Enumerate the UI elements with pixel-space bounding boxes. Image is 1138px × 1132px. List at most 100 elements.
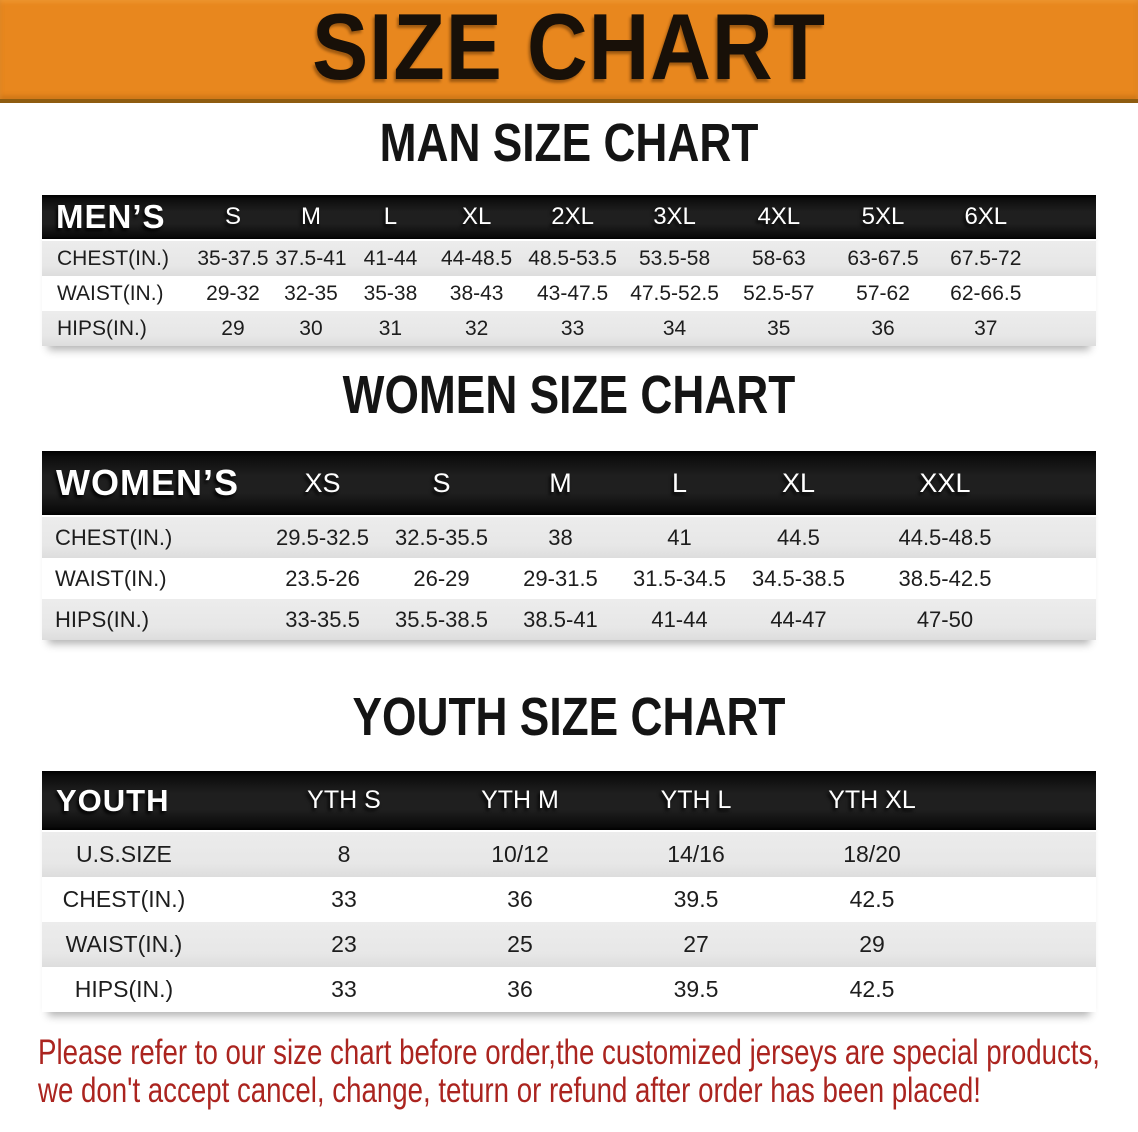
table-corner-label: MEN’S [42, 195, 194, 241]
size-cell: 39.5 [673, 976, 719, 1002]
size-cell: 41-44 [619, 599, 739, 640]
size-cell: 29 [784, 922, 961, 967]
page-title: SIZE CHART [312, 0, 826, 99]
size-cell: 58-63 [726, 241, 832, 276]
size-cell: 38-43 [449, 281, 504, 305]
column-header: 2XL [522, 195, 623, 241]
row-spacer-cell [1032, 558, 1096, 599]
size-cell: 33-35.5 [263, 599, 383, 640]
banner: SIZE CHART [0, 0, 1138, 103]
table-row: CHEST(IN.) 29.5-32.5 32.5-35.5 38 41 44.5 44.5… [42, 517, 1096, 558]
column-header: YTH XL [784, 771, 961, 832]
header-row: WOMEN’S XS S M L XL XXL [42, 451, 1096, 517]
size-cell: 44-48.5 [430, 241, 523, 276]
size-cell: 25 [431, 922, 608, 967]
table-corner-label: WOMEN’S [42, 451, 264, 517]
size-cell: 29.5-32.5 [263, 517, 383, 558]
column-header: YTH M [431, 771, 608, 832]
row-label: CHEST(IN.) [62, 886, 186, 912]
size-cell: 32.5-35.5 [382, 517, 501, 558]
size-cell: 8 [255, 832, 432, 877]
size-cell: 35 [726, 311, 832, 346]
notice-line-2: we don't accept cancel, change, teturn o… [38, 1071, 981, 1110]
size-cell: 30 [271, 311, 350, 346]
size-cell: 29 [193, 311, 272, 346]
size-cell: 57-62 [856, 281, 910, 305]
size-cell: 63-67.5 [831, 241, 935, 276]
size-cell: 52.5-57 [743, 281, 815, 305]
header-spacer-cell [960, 771, 1096, 832]
row-spacer-cell [960, 832, 1096, 877]
column-header: 5XL [831, 195, 935, 241]
size-cell: 18/20 [784, 832, 961, 877]
size-cell: 48.5-53.5 [522, 241, 623, 276]
table-row: HIPS(IN.) 29 30 31 32 33 34 35 36 37 [42, 311, 1096, 346]
row-spacer-cell [1037, 276, 1096, 311]
row-label: WAIST(IN.) [42, 922, 256, 967]
size-cell: 34.5-38.5 [751, 565, 845, 591]
size-cell: 34 [622, 311, 727, 346]
size-cell: 38.5-41 [501, 599, 620, 640]
table-row: HIPS(IN.) 33-35.5 35.5-38.5 38.5-41 41-44 44-… [42, 599, 1096, 640]
size-cell: 31.5-34.5 [632, 565, 726, 591]
size-cell: 41-44 [349, 241, 431, 276]
column-header: L [349, 195, 431, 241]
column-header: 3XL [622, 195, 727, 241]
youth-size-table: YOUTH YTH S YTH M YTH L YTH XL U.S.SIZE 8 10/12… [42, 771, 1096, 1012]
size-cell: 27 [607, 922, 784, 967]
column-header: S [193, 195, 272, 241]
row-spacer-cell [960, 967, 1096, 1012]
size-cell: 39.5 [673, 886, 719, 912]
row-label: U.S.SIZE [42, 832, 256, 877]
size-cell: 29-31.5 [523, 565, 598, 591]
notice-line-1: Please refer to our size chart before or… [38, 1033, 1100, 1072]
men-table-wrap: MEN’S S M L XL 2XL 3XL 4XL 5XL 6XL CHEST(IN.) 35-37… [42, 195, 1096, 346]
size-cell: 33 [331, 976, 357, 1002]
row-label: CHEST(IN.) [42, 241, 194, 276]
size-cell: 62-66.5 [950, 281, 1022, 305]
size-cell: 67.5-72 [934, 241, 1037, 276]
column-header: XL [738, 451, 858, 517]
size-cell: 35-38 [363, 281, 418, 305]
size-cell: 38.5-42.5 [898, 565, 992, 591]
row-label: HIPS(IN.) [42, 599, 264, 640]
size-cell: 35.5-38.5 [382, 599, 501, 640]
column-header: S [382, 451, 501, 517]
column-header: 4XL [726, 195, 832, 241]
column-header: L [619, 451, 739, 517]
column-header: XS [263, 451, 383, 517]
size-cell: 37.5-41 [271, 241, 350, 276]
header-spacer-cell [1031, 451, 1096, 517]
row-label: WAIST(IN.) [55, 565, 167, 591]
row-label: CHEST(IN.) [42, 517, 264, 558]
column-header: XXL [857, 451, 1032, 517]
size-cell: 53.5-58 [622, 241, 727, 276]
size-cell: 47.5-52.5 [630, 281, 719, 305]
size-cell: 44.5-48.5 [857, 517, 1032, 558]
table-row: WAIST(IN.) 23 25 27 29 [42, 922, 1096, 967]
size-cell: 36 [507, 976, 533, 1002]
size-cell: 23 [255, 922, 432, 967]
size-cell: 42.5 [849, 976, 895, 1002]
row-spacer-cell [1031, 599, 1096, 640]
table-row: U.S.SIZE 8 10/12 14/16 18/20 [42, 832, 1096, 877]
size-cell: 41 [619, 517, 739, 558]
table-row: HIPS(IN.) 33 36 39.5 42.5 [42, 967, 1096, 1012]
size-cell: 10/12 [431, 832, 608, 877]
column-header: XL [430, 195, 523, 241]
table-row: WAIST(IN.) 29-32 32-35 35-38 38-43 43-47.5 47.… [42, 276, 1096, 311]
table-row: CHEST(IN.) 35-37.5 37.5-41 41-44 44-48.5 48.5… [42, 241, 1096, 276]
row-label: WAIST(IN.) [57, 281, 164, 305]
table-row: WAIST(IN.) 23.5-26 26-29 29-31.5 31.5-34.5 34… [42, 558, 1096, 599]
row-spacer-cell [960, 922, 1096, 967]
youth-section: YOUTH SIZE CHART YOUTH YTH S YTH M YTH L YTH… [0, 690, 1138, 1012]
size-cell: 33 [331, 886, 357, 912]
size-cell: 35-37.5 [193, 241, 272, 276]
size-cell: 26-29 [413, 565, 470, 591]
size-cell: 23.5-26 [285, 565, 360, 591]
size-cell: 29-32 [206, 281, 260, 305]
column-header: M [271, 195, 350, 241]
women-table-wrap: WOMEN’S XS S M L XL XXL CHEST(IN.) 29.5-32.5 32.5… [42, 451, 1096, 640]
size-cell: 14/16 [607, 832, 784, 877]
